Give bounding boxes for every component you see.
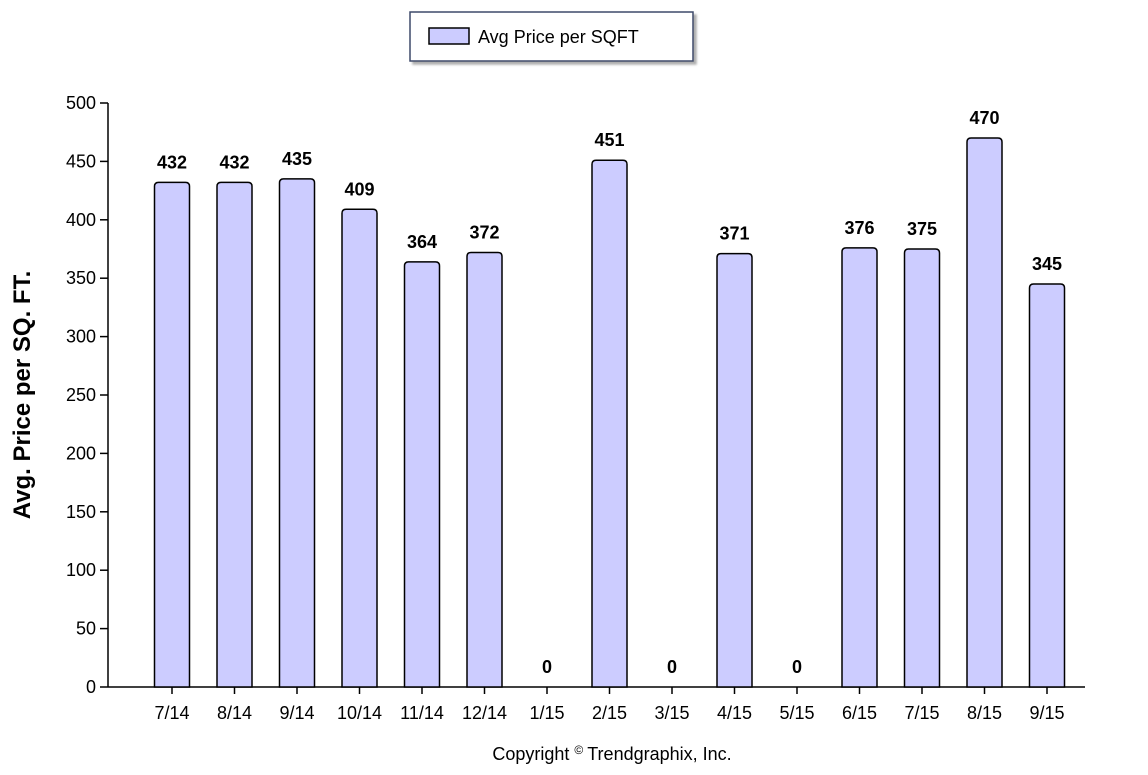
bar-value-label: 364 [407, 232, 437, 252]
data-labels: 432 432 435 409 364 372 0 451 0 371 0 376 375 470 345 [157, 108, 1062, 677]
bar-value-label: 376 [844, 218, 874, 238]
bar [841, 247, 878, 688]
x-tick-label: 12/14 [462, 703, 507, 723]
bar [966, 137, 1003, 688]
x-tick-label: 8/14 [217, 703, 252, 723]
copyright-prefix: Copyright [492, 744, 569, 764]
y-tick-label: 400 [66, 210, 96, 230]
x-tick-label: 7/14 [154, 703, 189, 723]
bar-value-label: 372 [469, 223, 499, 243]
bar [403, 261, 441, 688]
x-tick-label: 11/14 [400, 703, 444, 723]
bar [466, 251, 503, 688]
bar-value-label: 0 [542, 657, 552, 677]
x-axis: 7/14 8/14 9/14 10/14 11/14 12/14 1/15 2/15 3/15 4… [108, 686, 1085, 723]
bar-value-label: 451 [594, 130, 624, 150]
bar [216, 181, 253, 688]
y-tick-label: 0 [86, 677, 96, 697]
x-tick-label: 3/15 [654, 703, 689, 723]
bar-value-label: 470 [969, 108, 999, 128]
copyright-text: Copyright © Trendgraphix, Inc. [492, 743, 731, 764]
x-tick-label: 1/15 [529, 703, 564, 723]
x-tick-label: 9/14 [279, 703, 314, 723]
y-tick-label: 100 [66, 560, 96, 580]
bar-value-label: 375 [907, 219, 937, 239]
copyright-symbol: © [574, 743, 583, 757]
bar-value-label: 432 [219, 152, 249, 172]
x-tick-label: 5/15 [779, 703, 814, 723]
bar-value-label: 435 [282, 149, 312, 169]
x-tick-label: 6/15 [842, 703, 877, 723]
x-tick-label: 2/15 [592, 703, 627, 723]
bar-value-label: 409 [344, 179, 374, 199]
y-tick-label: 200 [66, 443, 96, 463]
y-tick-label: 500 [66, 93, 96, 113]
legend: Avg Price per SQFT [409, 11, 694, 62]
bar-value-label: 432 [157, 152, 187, 172]
copyright-owner: Trendgraphix, Inc. [587, 744, 731, 764]
y-tick-label: 250 [66, 385, 96, 405]
x-tick-label: 8/15 [967, 703, 1002, 723]
y-tick-label: 300 [66, 327, 96, 347]
y-tick-label: 150 [66, 502, 96, 522]
legend-swatch [428, 27, 470, 45]
bar [716, 252, 753, 688]
bar-value-label: 0 [667, 657, 677, 677]
y-tick-label: 50 [76, 619, 96, 639]
x-tick-label: 7/15 [904, 703, 939, 723]
bar-value-label: 371 [719, 224, 749, 244]
y-axis: 0 50 100 150 200 250 300 350 400 450 500 [66, 93, 109, 697]
x-tick-label: 10/14 [337, 703, 382, 723]
legend-label: Avg Price per SQFT [478, 27, 639, 47]
bar [153, 181, 191, 688]
bar [591, 159, 628, 688]
y-axis-label: Avg. Price per SQ. FT. [9, 271, 36, 520]
y-tick-label: 350 [66, 268, 96, 288]
x-tick-label: 4/15 [717, 703, 752, 723]
x-tick-label: 9/15 [1029, 703, 1064, 723]
bar [278, 178, 316, 688]
bar [903, 248, 941, 688]
y-tick-label: 450 [66, 151, 96, 171]
bar [341, 208, 378, 688]
bars [153, 137, 1066, 688]
bar-value-label: 0 [792, 657, 802, 677]
bar [1028, 283, 1066, 688]
bar-value-label: 345 [1032, 254, 1062, 274]
